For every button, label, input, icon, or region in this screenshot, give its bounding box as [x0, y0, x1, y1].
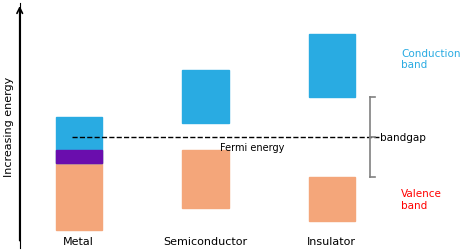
Y-axis label: Increasing energy: Increasing energy: [4, 76, 14, 176]
Text: Semiconductor: Semiconductor: [163, 236, 247, 246]
Bar: [55, 150, 102, 164]
Bar: [55, 150, 102, 230]
Text: Valence
band: Valence band: [401, 188, 442, 210]
Bar: [309, 177, 355, 221]
Text: Insulator: Insulator: [307, 236, 356, 246]
Text: bandgap: bandgap: [380, 132, 426, 142]
Text: Metal: Metal: [64, 236, 94, 246]
Bar: [182, 150, 228, 208]
Bar: [182, 71, 228, 124]
Bar: [55, 118, 102, 164]
Text: Conduction
band: Conduction band: [401, 48, 461, 70]
Text: Fermi energy: Fermi energy: [219, 142, 284, 152]
Bar: [309, 35, 355, 97]
